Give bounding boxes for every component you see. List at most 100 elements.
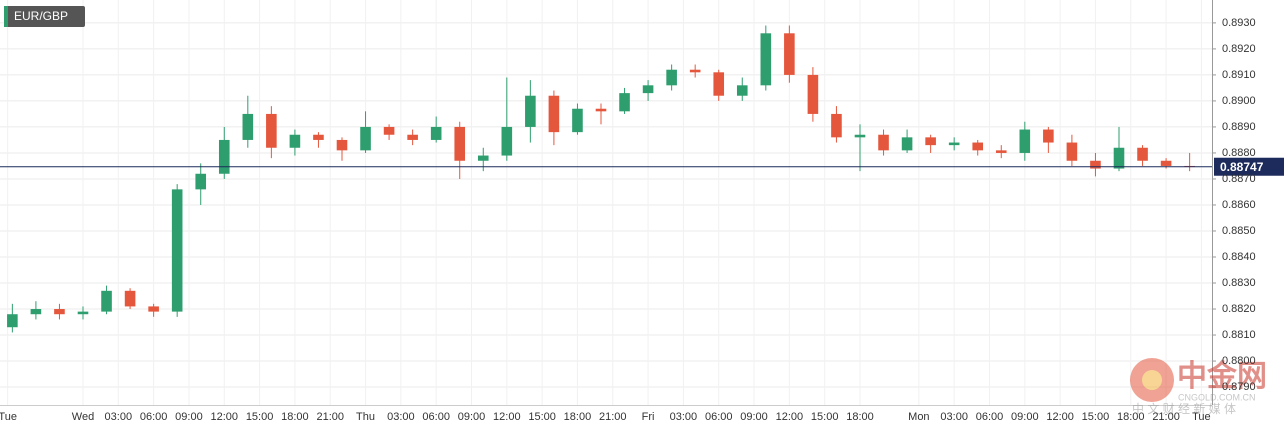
- symbol-badge: EUR/GBP: [4, 6, 85, 27]
- candle-body: [77, 311, 89, 315]
- candle-body: [1043, 129, 1054, 143]
- candle-body: [1113, 147, 1125, 169]
- candle-body: [54, 309, 65, 315]
- symbol: EUR/GBP: [14, 9, 68, 23]
- y-tick-label: 0.8810: [1222, 329, 1256, 341]
- x-tick-label: 12:00: [776, 411, 804, 423]
- watermark-brand: 中金网: [1177, 359, 1267, 393]
- candle-body: [313, 134, 324, 140]
- x-tick-label: 09:00: [175, 411, 203, 423]
- x-tick-label: 12:00: [493, 411, 521, 423]
- candle-body: [901, 137, 913, 151]
- candle-body: [336, 139, 348, 151]
- candle-body: [148, 306, 159, 312]
- candle-body: [807, 74, 819, 114]
- candle-body: [171, 189, 183, 312]
- x-tick-label: 09:00: [458, 411, 486, 423]
- candle-body: [666, 69, 677, 86]
- candle-body: [948, 142, 960, 146]
- last-price-box: [1214, 157, 1284, 176]
- candle-body: [525, 95, 536, 127]
- y-tick-label: 0.8790: [1222, 381, 1256, 393]
- candle-body: [595, 108, 607, 112]
- y-tick-label: 0.8920: [1222, 43, 1256, 55]
- x-tick-label: 15:00: [1082, 411, 1110, 423]
- candle-body: [266, 113, 277, 148]
- x-tick-label: 15:00: [811, 411, 839, 423]
- candle-body: [1137, 147, 1148, 161]
- candle-body: [30, 309, 42, 315]
- y-tick-label: 0.8870: [1222, 173, 1256, 185]
- x-tick-label: 21:00: [316, 411, 344, 423]
- candle-body: [1019, 129, 1031, 153]
- y-tick-label: 0.8890: [1222, 121, 1256, 133]
- candle-body: [477, 155, 489, 161]
- x-tick-label: 15:00: [246, 411, 274, 423]
- x-tick-label: 21:00: [1152, 411, 1180, 423]
- y-tick-label: 0.8840: [1222, 251, 1256, 263]
- watermark-slogan: 中 文 财 经 新 媒 体: [1132, 401, 1236, 416]
- candle-body: [289, 134, 301, 148]
- x-tick-label: Wed: [72, 411, 94, 423]
- candle-body: [430, 126, 442, 140]
- x-tick-label: 03:00: [387, 411, 415, 423]
- x-tick-label: 12:00: [1046, 411, 1074, 423]
- y-tick-label: 0.8830: [1222, 277, 1256, 289]
- x-tick-label: 03:00: [940, 411, 968, 423]
- candle-body: [218, 139, 230, 174]
- candle-body: [972, 142, 984, 151]
- x-tick-label: 15:00: [528, 411, 556, 423]
- x-tick-label: 06:00: [422, 411, 450, 423]
- x-tick-label: 18:00: [846, 411, 874, 423]
- candle-body: [360, 126, 371, 151]
- candle-body: [407, 134, 418, 140]
- candle-body: [7, 314, 18, 328]
- x-tick-label: 03:00: [105, 411, 133, 423]
- x-tick-label: Mon: [908, 411, 929, 423]
- x-tick-label: Fri: [642, 411, 655, 423]
- y-tick-label: 0.8880: [1222, 147, 1256, 159]
- symbol-badge-bg: [4, 6, 85, 27]
- candle-body: [854, 134, 866, 138]
- x-tick-label: 18:00: [564, 411, 592, 423]
- candle-body: [784, 33, 795, 75]
- watermark: 中金网 CNGOLD.COM.CN 中 文 财 经 新 媒 体: [1130, 358, 1267, 416]
- y-tick-label: 0.8800: [1222, 355, 1256, 367]
- candle-body: [736, 85, 748, 96]
- x-tick-label: 06:00: [976, 411, 1004, 423]
- candle-body: [713, 72, 725, 96]
- x-tick-label: 09:00: [1011, 411, 1039, 423]
- candle-body: [878, 134, 889, 151]
- watermark-logo-inner: [1142, 370, 1162, 390]
- x-tick-label: 09:00: [740, 411, 768, 423]
- candle-body: [925, 137, 936, 146]
- candle-body: [1066, 142, 1078, 161]
- x-tick-label: Tue: [0, 411, 17, 423]
- candle-body: [689, 69, 701, 73]
- candle-body: [454, 126, 466, 161]
- candle-body: [995, 150, 1007, 153]
- x-tick-label: 18:00: [1117, 411, 1145, 423]
- candle-body: [548, 95, 560, 133]
- y-tick-label: 0.8910: [1222, 69, 1256, 81]
- x-tick-label: 18:00: [281, 411, 309, 423]
- y-tick-label: 0.8860: [1222, 199, 1256, 211]
- x-tick-label: Tue: [1192, 411, 1211, 423]
- y-tick-label: 0.8900: [1222, 95, 1256, 107]
- x-tick-label: 06:00: [705, 411, 733, 423]
- y-tick-label: 0.8850: [1222, 225, 1256, 237]
- candle-body: [572, 108, 583, 133]
- x-tick-label: 03:00: [670, 411, 698, 423]
- candle-body: [619, 93, 630, 112]
- candle-body: [1160, 160, 1172, 166]
- candle-body: [383, 126, 395, 135]
- candle-body: [1090, 160, 1101, 169]
- last-price-label: 0.88747: [1220, 160, 1264, 174]
- x-tick-label: 21:00: [599, 411, 627, 423]
- candle-body: [124, 290, 136, 307]
- y-tick-label: 0.8930: [1222, 17, 1256, 29]
- plot-area: [0, 0, 1212, 405]
- watermark-site: CNGOLD.COM.CN: [1178, 392, 1256, 402]
- candle-body: [760, 33, 772, 86]
